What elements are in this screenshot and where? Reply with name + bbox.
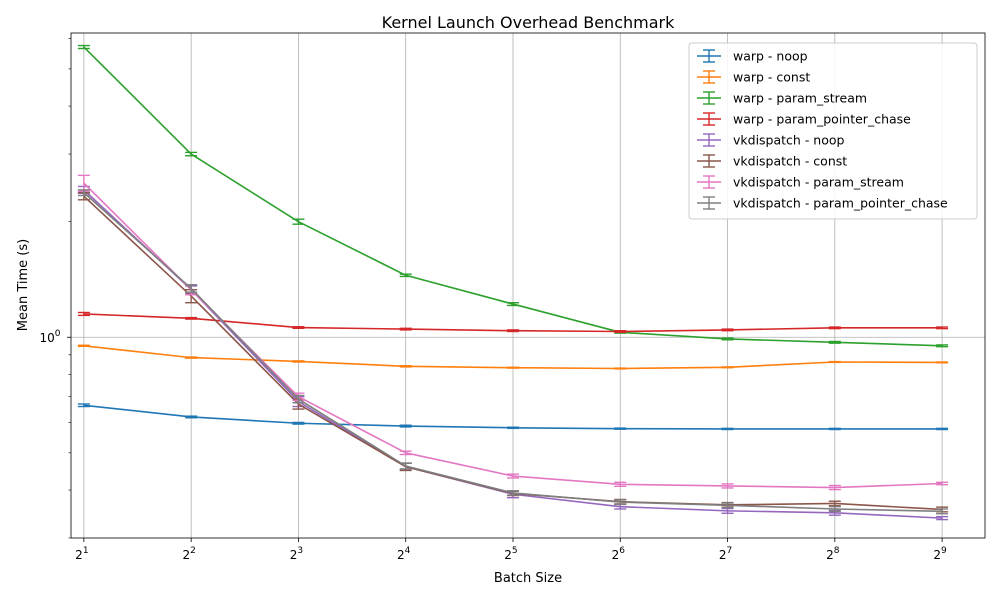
x-axis-ticks: 21 22 23 24 25 26 27 28 29 bbox=[75, 538, 947, 562]
series-warp-const bbox=[77, 344, 949, 370]
legend-frame bbox=[688, 42, 978, 220]
x-tick-label: 25 bbox=[504, 546, 517, 562]
legend-label: vkdispatch - param_pointer_chase bbox=[733, 196, 948, 211]
series-vkdispatch-param-pointer-chase bbox=[77, 189, 949, 515]
legend-entry: warp - noop bbox=[697, 49, 808, 64]
legend-label: warp - param_pointer_chase bbox=[733, 112, 911, 127]
legend-entry: warp - const bbox=[697, 70, 810, 85]
x-tick-label: 26 bbox=[612, 546, 626, 562]
x-tick-label: 23 bbox=[290, 546, 303, 562]
legend-label: vkdispatch - noop bbox=[733, 133, 845, 148]
series-warp-noop bbox=[77, 403, 949, 431]
series-layer bbox=[77, 44, 949, 521]
legend-label: warp - const bbox=[733, 70, 810, 85]
legend-entry: vkdispatch - param_pointer_chase bbox=[697, 196, 948, 211]
legend-entry: vkdispatch - const bbox=[697, 154, 847, 169]
y-axis-ticks: 100 bbox=[39, 38, 71, 539]
x-axis-label: Batch Size bbox=[494, 571, 562, 586]
legend-entry: warp - param_stream bbox=[697, 91, 867, 106]
legend-label: vkdispatch - const bbox=[733, 154, 847, 169]
x-tick-label: 21 bbox=[75, 546, 88, 562]
series-warp-param-pointer-chase bbox=[77, 311, 949, 334]
y-tick-label: 100 bbox=[39, 329, 60, 345]
x-tick-label: 28 bbox=[826, 546, 840, 562]
y-axis-label: Mean Time (s) bbox=[16, 239, 31, 331]
legend-entry: vkdispatch - noop bbox=[697, 133, 845, 148]
chart-title: Kernel Launch Overhead Benchmark bbox=[382, 13, 675, 32]
x-tick-label: 24 bbox=[397, 546, 411, 562]
legend-label: warp - noop bbox=[733, 49, 808, 64]
x-tick-label: 27 bbox=[719, 546, 732, 562]
x-tick-label: 29 bbox=[933, 546, 947, 562]
legend-label: vkdispatch - param_stream bbox=[733, 175, 904, 190]
legend: warp - noop warp - const warp - param_stre… bbox=[688, 42, 978, 220]
legend-label: warp - param_stream bbox=[733, 91, 867, 106]
x-tick-label: 22 bbox=[182, 546, 195, 562]
plot-frame bbox=[70, 32, 986, 539]
legend-entry: vkdispatch - param_stream bbox=[697, 175, 904, 190]
legend-entry: warp - param_pointer_chase bbox=[697, 112, 911, 127]
